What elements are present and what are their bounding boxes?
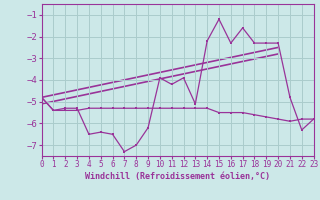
X-axis label: Windchill (Refroidissement éolien,°C): Windchill (Refroidissement éolien,°C)	[85, 172, 270, 181]
